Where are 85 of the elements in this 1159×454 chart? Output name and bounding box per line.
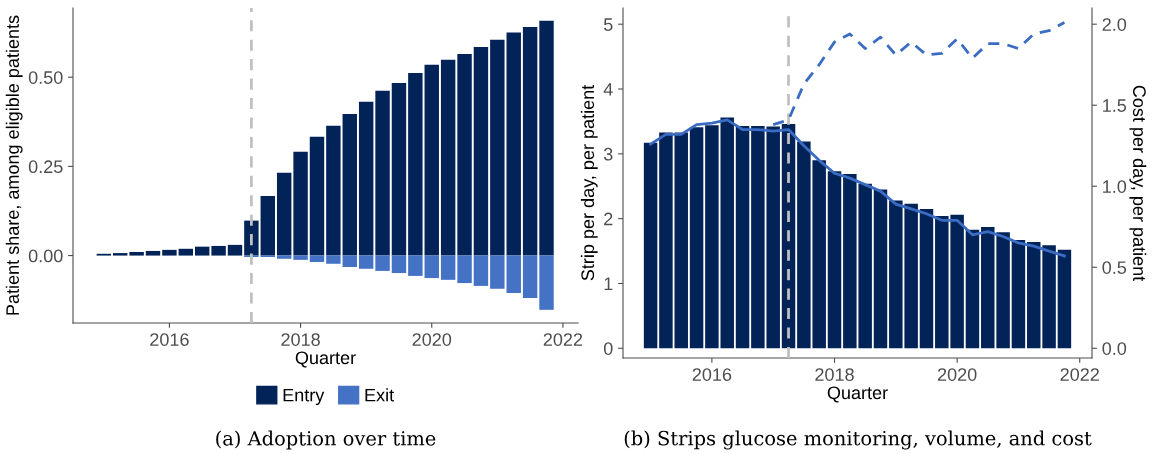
bar [358,255,374,269]
bar [227,244,243,256]
bar [293,255,308,260]
legend-label: Exit [365,388,394,402]
bar [506,32,521,256]
y-tick-label: 0.25 [28,160,63,174]
bar [391,82,407,256]
bar [391,255,407,274]
bar [129,252,144,256]
y-tick-label: 0.00 [28,249,63,263]
bar [276,172,292,256]
bar [440,255,456,280]
bar [408,255,423,276]
y2-tick-label: 2.0 [1102,18,1127,31]
bar [424,255,439,279]
bar [919,208,934,349]
text: (b) Strips glucose monitoring, volume, and cost [624,430,1092,450]
bar [457,54,472,256]
x-tick-label: 2018 [815,368,854,381]
bar [490,255,505,289]
bar [309,255,325,262]
bar [539,20,554,256]
bar [735,125,750,349]
text: (a) Adoption over time [216,430,436,450]
bar [260,196,275,256]
y-axis-title: Strip per day, per patient [580,84,598,281]
x-tick-label: 2016 [692,368,732,381]
x-tick-label: 2022 [1060,368,1099,381]
bar [965,229,980,349]
bar [490,39,505,256]
y-tick-label: 0 [603,342,613,355]
bar [408,72,423,256]
bar [293,151,308,256]
y-tick-label: 0.50 [28,71,63,84]
x-axis-title: Quarter [295,351,356,368]
bar [473,255,489,286]
y-tick-label: 2 [604,212,613,226]
bar [145,250,161,256]
bar [178,248,194,256]
y2-tick-label: 1.0 [1103,180,1127,193]
x-tick-label: 2018 [281,333,320,346]
x-axis-title: Quarter [827,386,888,403]
x-tick-label: 2016 [150,333,189,346]
bar [194,246,210,256]
y-tick-label: 1 [604,277,613,291]
y-axis-title: Patient share, among eligible patients [5,15,23,315]
bar [506,255,521,294]
bar [873,189,888,349]
y2-tick-label: 1.5 [1103,99,1127,112]
bar [643,142,658,349]
y2-tick-label: 0.5 [1102,261,1127,274]
bar [276,255,292,259]
x-tick-label: 2020 [937,368,977,381]
bar [424,64,439,256]
bar [522,26,538,256]
line-series [649,118,1066,258]
bar [522,255,538,299]
bar [358,101,374,256]
bar [326,255,341,264]
bar [1057,249,1072,349]
x-tick-label: 2022 [543,333,583,346]
bar [342,113,357,256]
y-tick-label: 3 [603,147,613,161]
bar [342,255,357,267]
bar [375,255,390,271]
bar [162,249,177,256]
bar [375,90,390,256]
y2-tick-label: 0.0 [1102,342,1127,355]
bar [539,255,554,310]
bar [457,255,472,284]
line-series [771,21,1066,127]
bar [211,245,226,256]
bar [473,46,489,256]
legend-label: Entry [283,388,325,406]
y2-axis-title: Cost per day, per patient [1129,85,1147,282]
bar [827,171,842,349]
x-tick-label: 2020 [412,333,452,346]
bar [1011,240,1026,349]
bar [326,125,341,256]
y-tick-label: 4 [603,83,613,96]
bar [440,59,456,256]
y-tick-label: 5 [603,18,613,31]
bar [689,127,704,349]
bar [113,253,128,256]
bar [309,136,325,256]
